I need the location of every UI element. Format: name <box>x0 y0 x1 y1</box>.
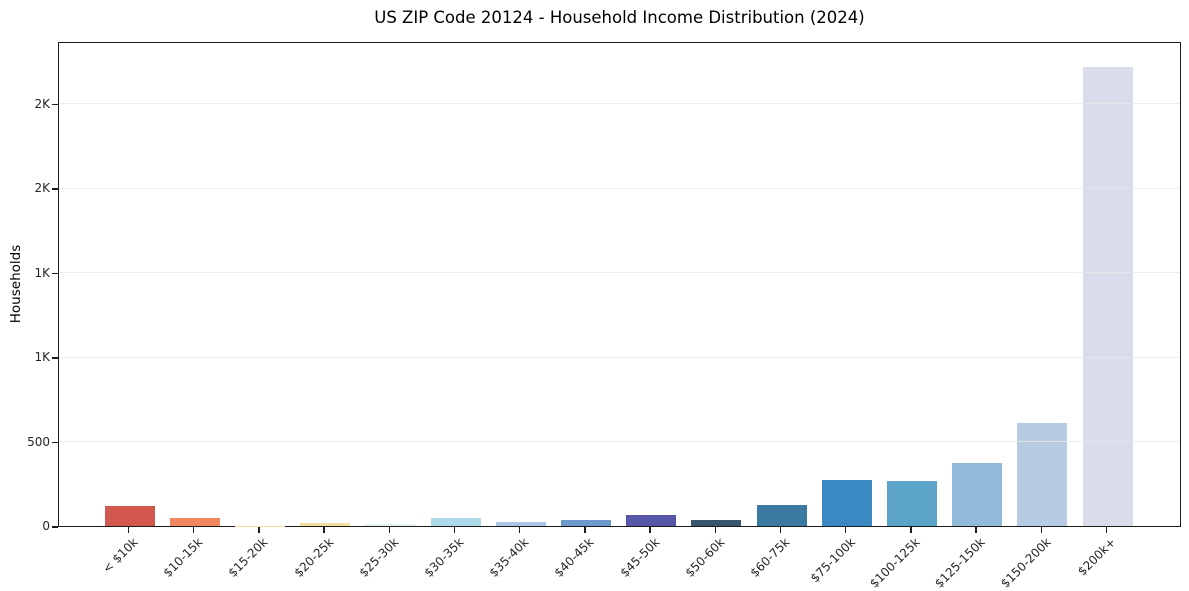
bar-$25-30k <box>365 524 416 526</box>
gridline <box>59 356 1180 358</box>
bar-$20-25k <box>300 522 351 526</box>
bar-$15-20k <box>234 525 285 526</box>
x-tick-mark <box>584 527 586 533</box>
bar-$30-35k <box>430 517 481 526</box>
x-tick-mark <box>192 527 195 533</box>
bar-$150-200k <box>1017 422 1068 526</box>
x-tick-mark <box>453 527 456 533</box>
x-tick-mark <box>714 527 717 533</box>
x-tick-mark <box>258 527 260 533</box>
y-tick-label: 0 <box>42 519 50 533</box>
x-tick-mark <box>779 527 782 533</box>
x-tick-mark <box>844 527 847 533</box>
x-tick-label: $75-100k <box>807 535 858 586</box>
plot-area <box>58 42 1181 527</box>
bar-$40-45k <box>560 520 611 526</box>
x-tick-label: $50-60k <box>682 535 728 580</box>
chart-title: US ZIP Code 20124 - Household Income Dis… <box>374 8 865 27</box>
bar-$100-125k <box>886 481 937 526</box>
x-tick-mark <box>388 527 391 533</box>
bar-$60-75k <box>756 504 807 526</box>
x-tick-label: $40-45k <box>551 535 597 580</box>
x-tick-label: $150-200k <box>997 535 1054 591</box>
bar-$200k+ <box>1082 67 1133 526</box>
x-tick-label: $20-25k <box>291 535 337 580</box>
gridline <box>59 272 1180 274</box>
x-tick-label: $25-30k <box>356 535 402 580</box>
x-tick-label: $45-50k <box>617 535 663 580</box>
bar-$75-100k <box>821 480 872 526</box>
y-tick-label: 1K <box>34 350 50 364</box>
x-tick-mark <box>1040 527 1043 533</box>
x-tick-mark <box>975 527 977 533</box>
x-tick-label: $35-40k <box>486 535 532 580</box>
bar-$50-60k <box>691 519 742 526</box>
x-tick-mark <box>649 527 651 533</box>
y-tick-mark <box>52 357 58 359</box>
x-tick-mark <box>323 527 325 533</box>
y-tick-mark <box>52 272 58 275</box>
y-tick-label: 500 <box>27 434 50 449</box>
y-tick-label: 2K <box>34 96 50 111</box>
x-tick-label: $30-35k <box>421 535 467 580</box>
bar-$125-150k <box>952 463 1003 526</box>
x-tick-label: $60-75k <box>747 535 793 580</box>
gridline <box>59 103 1180 105</box>
bar-$45-50k <box>626 514 677 526</box>
y-axis-label: Households <box>8 244 24 324</box>
gridline <box>59 441 1180 443</box>
bar-$10-15k <box>169 517 220 526</box>
y-tick-mark <box>52 441 58 444</box>
x-tick-label: $10-15k <box>160 535 206 580</box>
x-tick-label: $200k+ <box>1074 535 1119 579</box>
x-tick-mark <box>1105 527 1108 533</box>
x-tick-mark <box>910 527 912 533</box>
bar-< $10k <box>104 505 155 526</box>
y-tick-label: 2K <box>34 181 50 196</box>
bar-$35-40k <box>495 521 546 526</box>
x-tick-label: $100-125k <box>867 535 923 591</box>
x-tick-mark <box>518 527 521 533</box>
x-tick-label: < $10k <box>99 535 141 576</box>
x-tick-label: $15-20k <box>225 535 271 580</box>
x-tick-mark <box>127 527 130 533</box>
y-tick-mark <box>52 103 58 106</box>
y-tick-mark <box>52 526 58 528</box>
y-tick-label: 1K <box>34 265 50 280</box>
x-tick-label: $125-150k <box>932 535 989 591</box>
y-tick-mark <box>52 188 58 190</box>
gridline <box>59 187 1180 189</box>
